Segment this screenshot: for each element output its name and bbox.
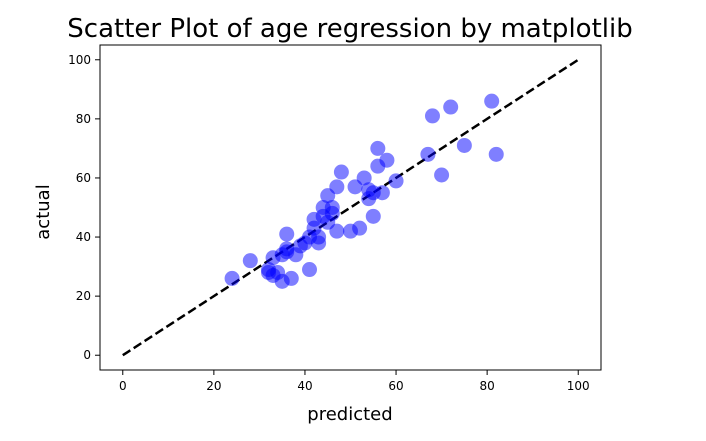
data-point xyxy=(388,173,404,189)
data-point xyxy=(329,223,345,239)
y-tick-label: 100 xyxy=(68,53,91,67)
y-tick-label: 40 xyxy=(76,230,91,244)
data-points xyxy=(224,93,504,289)
chart-title: Scatter Plot of age regression by matplo… xyxy=(67,14,632,44)
y-tick-label: 80 xyxy=(76,112,91,126)
data-point xyxy=(302,262,318,278)
x-tick-label: 80 xyxy=(479,379,494,393)
reference-line xyxy=(122,58,579,357)
data-point xyxy=(374,185,390,201)
y-tick-label: 20 xyxy=(76,289,91,303)
x-axis-label: predicted xyxy=(307,404,392,425)
data-point xyxy=(279,226,295,242)
y-tick-label: 60 xyxy=(76,171,91,185)
data-point xyxy=(311,229,327,245)
y-tick-label: 0 xyxy=(83,348,91,362)
data-point xyxy=(333,164,349,180)
data-point xyxy=(484,93,500,109)
x-tick-label: 40 xyxy=(297,379,312,393)
data-point xyxy=(424,108,440,124)
data-point xyxy=(365,208,381,224)
data-point xyxy=(224,270,240,286)
data-point xyxy=(329,179,345,195)
data-point xyxy=(488,146,504,162)
data-point xyxy=(370,140,386,156)
x-tick-label: 60 xyxy=(388,379,403,393)
axis-ticks: 0 20 40 60 80 100 0 20 40 60 80 100 xyxy=(68,53,590,393)
x-tick-label: 100 xyxy=(567,379,590,393)
data-point xyxy=(283,270,299,286)
data-point xyxy=(456,137,472,153)
data-point xyxy=(379,152,395,168)
x-tick-label: 0 xyxy=(119,379,127,393)
data-point xyxy=(242,253,258,269)
data-point xyxy=(443,99,459,115)
data-point xyxy=(356,170,372,186)
data-point xyxy=(434,167,450,183)
data-point xyxy=(420,146,436,162)
data-point xyxy=(352,220,368,236)
x-tick-label: 20 xyxy=(206,379,221,393)
data-point xyxy=(324,200,340,215)
y-axis-label: actual xyxy=(33,184,54,239)
plot-frame xyxy=(99,44,602,371)
